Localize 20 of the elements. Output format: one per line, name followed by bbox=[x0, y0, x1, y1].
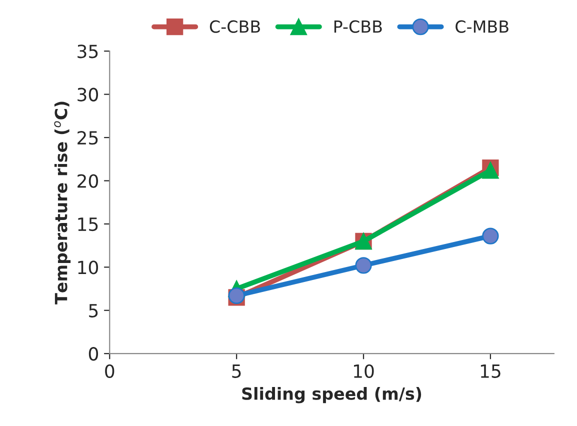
y-tick-label: 0 bbox=[88, 347, 98, 361]
legend-label: P-CBB bbox=[334, 20, 382, 33]
y-tick-label: 15 bbox=[78, 218, 98, 232]
y-tick-label: 35 bbox=[78, 44, 98, 58]
x-axis-title: Sliding speed (m/s) bbox=[242, 387, 422, 404]
y-axis-title: Temperature rise ($^{o}$C) bbox=[54, 102, 71, 304]
x-tick-label: 10 bbox=[354, 364, 374, 378]
point bbox=[482, 228, 499, 244]
y-tick-label: 5 bbox=[89, 304, 98, 318]
legend-label: C-CBB bbox=[210, 20, 260, 33]
x-tick-label: 0 bbox=[105, 364, 114, 378]
y-tick-label: 25 bbox=[78, 130, 98, 145]
point bbox=[355, 257, 372, 274]
y-tick-label: 20 bbox=[78, 174, 98, 188]
point bbox=[482, 162, 499, 179]
y-tick-label: 30 bbox=[78, 88, 98, 102]
legend-label: C-MBB bbox=[456, 20, 508, 33]
y-tick-label: 10 bbox=[78, 260, 98, 274]
x-tick-label: 15 bbox=[480, 364, 500, 378]
x-tick-label: 5 bbox=[232, 364, 241, 378]
